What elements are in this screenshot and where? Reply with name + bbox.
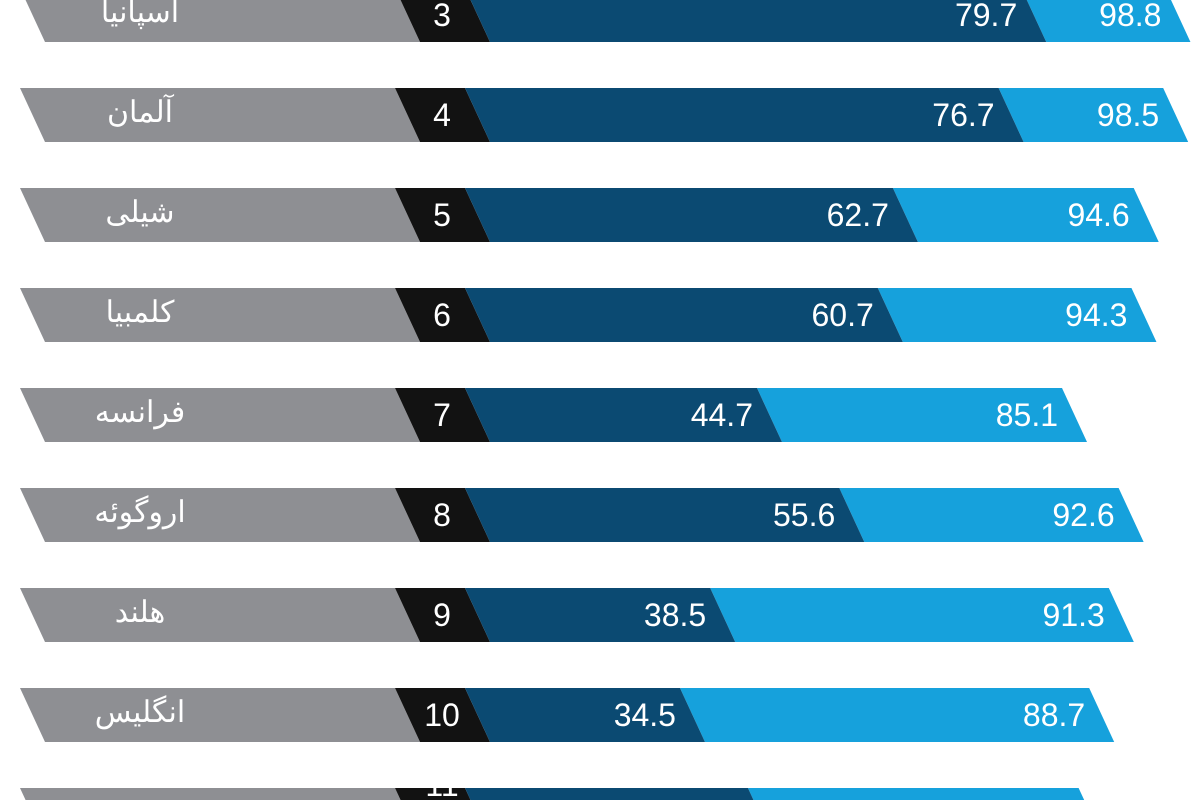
dark-value-label: 38.5 xyxy=(644,597,706,633)
country-label: فرانسه xyxy=(95,396,185,430)
dark-value-bar xyxy=(465,588,736,642)
light-value-label: 98.8 xyxy=(1099,0,1161,33)
dark-value-label: 44.7 xyxy=(691,397,753,433)
rank-label: 11 xyxy=(425,767,458,800)
rank-box xyxy=(395,188,490,242)
rank-label: 7 xyxy=(433,397,451,433)
light-value-bar xyxy=(679,688,1115,742)
rank-label: 8 xyxy=(433,497,451,533)
country-label: اروگوئه xyxy=(94,495,186,530)
country-label: هلند xyxy=(115,596,166,629)
rank-box xyxy=(395,788,471,800)
light-value-bar xyxy=(877,288,1157,342)
light-value-label: 88.7 xyxy=(1023,697,1085,733)
country-bar xyxy=(20,688,420,742)
country-bar xyxy=(25,0,420,42)
country-bar xyxy=(20,188,420,242)
country-bar xyxy=(20,788,401,800)
light-value-label: 98.5 xyxy=(1097,97,1159,133)
light-value-bar xyxy=(710,588,1134,642)
dark-value-label: 79.7 xyxy=(955,0,1017,33)
light-value-label: 94.3 xyxy=(1065,297,1127,333)
country-bar xyxy=(20,288,420,342)
dark-value-label: 76.7 xyxy=(932,97,994,133)
rank-box xyxy=(395,288,490,342)
dark-value-label: 62.7 xyxy=(827,197,889,233)
country-bar xyxy=(20,88,420,142)
light-value-bar xyxy=(756,388,1088,442)
rank-label: 10 xyxy=(424,697,460,733)
light-value-bar xyxy=(1026,0,1191,42)
rank-label: 9 xyxy=(433,597,451,633)
dark-value-label: 55.6 xyxy=(773,497,835,533)
light-value-label: 91.3 xyxy=(1043,597,1105,633)
country-bar xyxy=(20,588,420,642)
country-label: آلمان xyxy=(107,93,175,129)
light-value-bar xyxy=(892,188,1159,242)
country-label: انگلیس xyxy=(95,695,185,730)
rank-label: 4 xyxy=(433,97,451,133)
rank-label: 5 xyxy=(433,197,451,233)
light-value-bar xyxy=(839,488,1144,542)
rank-box xyxy=(395,388,490,442)
dark-value-bar xyxy=(465,188,918,242)
country-label: شیلی xyxy=(105,196,174,229)
dark-value-label: 60.7 xyxy=(812,297,874,333)
light-value-label: 92.6 xyxy=(1052,497,1114,533)
dark-value-bar xyxy=(465,88,1024,142)
rank-box xyxy=(395,488,490,542)
light-value-label: 85.1 xyxy=(996,397,1058,433)
dark-value-label: 34.5 xyxy=(614,697,676,733)
rank-box xyxy=(400,0,490,42)
country-bar xyxy=(20,488,420,542)
rank-label: 6 xyxy=(433,297,451,333)
dark-value-bar xyxy=(465,388,782,442)
dark-value-bar xyxy=(465,788,754,800)
country-bar xyxy=(20,388,420,442)
light-value-bar xyxy=(747,788,1085,800)
rank-box xyxy=(395,588,490,642)
dark-value-bar xyxy=(465,688,705,742)
dark-value-bar xyxy=(465,488,865,542)
light-value-bar xyxy=(998,88,1189,142)
rank-box xyxy=(395,88,490,142)
dark-value-bar xyxy=(465,288,903,342)
rank-label: 3 xyxy=(433,0,451,33)
country-label: اسپانیا xyxy=(101,0,179,30)
dark-value-bar xyxy=(470,0,1047,42)
country-label: کلمبیا xyxy=(106,296,176,329)
rank-box xyxy=(395,688,490,742)
light-value-label: 94.6 xyxy=(1067,197,1129,233)
